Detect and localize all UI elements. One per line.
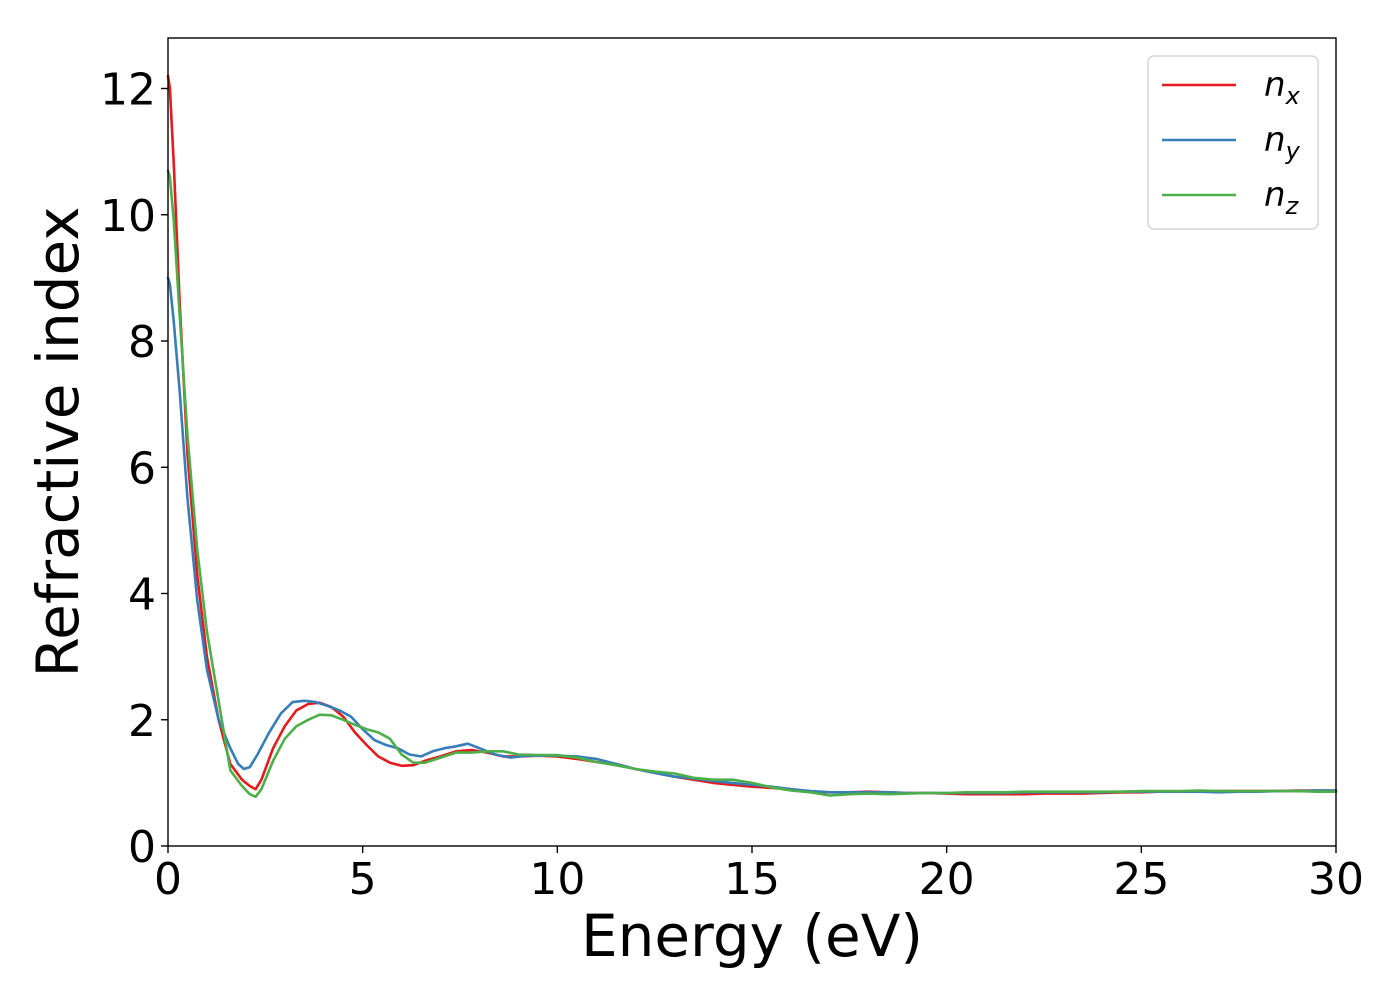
- x-tick-label: 5: [349, 854, 377, 905]
- y-tick-label: 2: [128, 696, 156, 747]
- y-axis-ticks: 0 2 4 6 8 10 12: [100, 65, 168, 873]
- y-tick-label: 10: [100, 191, 156, 242]
- y-tick-label: 0: [128, 822, 156, 873]
- series-line-nz: [166, 169, 1338, 799]
- x-tick-label: 15: [724, 854, 780, 905]
- y-tick-label: 12: [100, 65, 156, 116]
- x-tick-label: 20: [919, 854, 975, 905]
- plot-area: [168, 38, 1336, 846]
- series-layer: [166, 74, 1338, 799]
- x-axis-ticks: 0 5 10 15 20 25 30: [154, 846, 1364, 905]
- plot-frame: [167, 37, 1337, 847]
- x-axis-title: Energy (eV): [581, 902, 923, 970]
- y-tick-label: 6: [128, 443, 156, 494]
- y-tick-label: 4: [128, 570, 156, 621]
- y-axis-title: Refractive index: [24, 206, 92, 677]
- x-tick-label: 30: [1308, 854, 1364, 905]
- legend-box: [1147, 55, 1319, 230]
- x-tick-label: 10: [529, 854, 585, 905]
- y-tick-label: 8: [128, 317, 156, 368]
- x-tick-label: 25: [1113, 854, 1169, 905]
- x-tick-label: 0: [154, 854, 182, 905]
